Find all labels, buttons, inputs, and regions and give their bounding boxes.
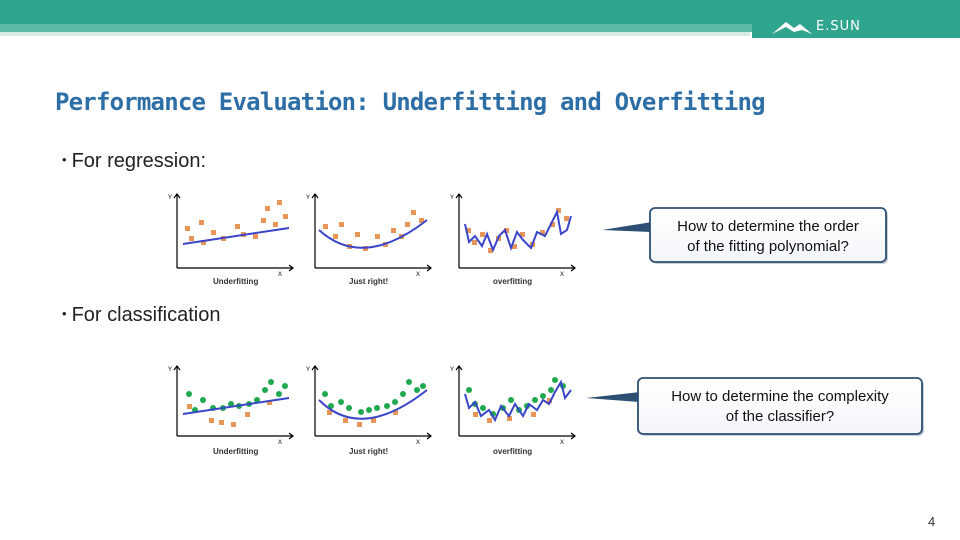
bullet-regression: • For regression: [62,150,206,173]
x-axis-label: X [278,272,282,278]
y-axis-label: Y [168,367,172,373]
y-axis-label: Y [168,195,172,201]
header-stripe [0,24,960,32]
bullet-regression-label: For regression: [71,150,207,172]
plot-caption: overfitting [493,277,532,286]
y-axis-label: Y [306,367,310,373]
callout-line-2: of the classifier? [725,408,835,425]
plot-caption: Underfitting [213,447,258,456]
plot-caption: Just right! [349,277,388,286]
classification-callout: How to determine the complexity of the c… [638,387,922,427]
plot-caption: overfitting [493,447,532,456]
x-axis-label: X [416,272,420,278]
x-axis-label: X [560,272,564,278]
mountain-icon [772,22,812,34]
page-number: 4 [928,514,936,529]
bullet-classification: • For classification [62,304,221,327]
header-underline [0,32,750,36]
x-axis-label: X [560,440,564,446]
callout-line-2: of the fitting polynomial? [687,238,849,255]
plot-caption: Just right! [349,447,388,456]
y-axis-label: Y [450,195,454,201]
classification-underfitting-plot: Y X Underfitting [168,365,294,456]
x-axis-label: X [278,440,282,446]
page-title: Performance Evaluation: Underfitting and… [55,88,766,116]
logo-text: E.SUN [816,19,861,34]
class-b-points [473,398,552,423]
classification-just-right-plot: Y X Just right! [306,365,432,456]
classification-overfitting-plot: Y X overfitting [450,365,576,456]
bullet-dot: • [62,152,67,167]
callout-line-1: How to determine the order [677,218,859,235]
plot-caption: Underfitting [213,277,258,286]
class-b-points [327,410,398,427]
x-axis-label: X [416,440,420,446]
regression-callout: How to determine the order of the fittin… [650,217,886,257]
regression-callout-shape [602,207,888,264]
callout-line-1: How to determine the complexity [671,388,889,405]
class-a-points [186,379,288,413]
esun-logo: E.SUN [752,16,960,38]
y-axis-label: Y [450,367,454,373]
class-b-points [187,400,272,427]
regression-underfitting-plot: Y X Underfitting [168,193,294,286]
y-axis-label: Y [306,195,310,201]
data-points [185,200,288,245]
regression-just-right-plot: Y X Just right! [306,193,432,286]
data-points [323,210,424,251]
class-a-points [466,377,566,417]
bullet-classification-label: For classification [71,304,221,326]
classification-callout-shape [586,377,924,436]
regression-overfitting-plot: Y X overfitting [450,193,576,286]
class-a-points [322,379,426,415]
bullet-dot: • [62,306,67,321]
